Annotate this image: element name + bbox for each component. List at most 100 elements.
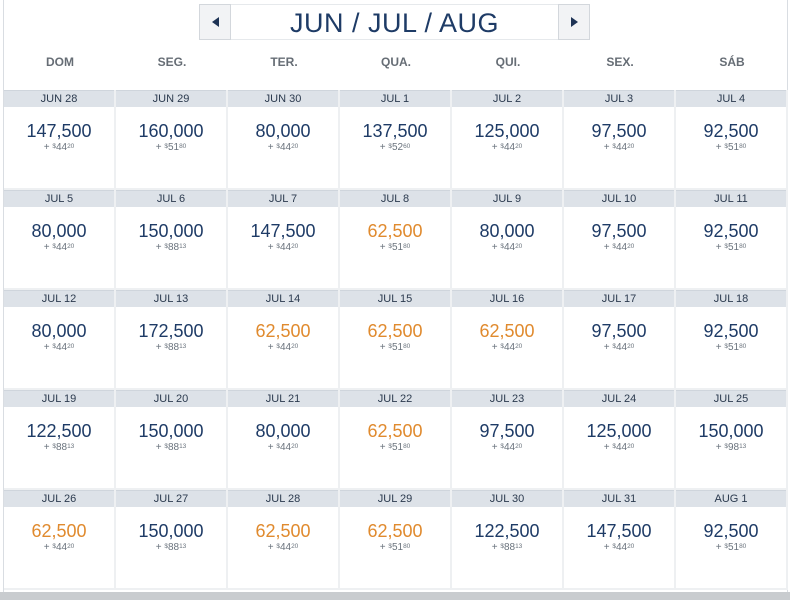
day-date-label: JUL 7	[228, 190, 338, 207]
tax-amount: + $5180	[676, 242, 786, 254]
tax-dollars: 51	[727, 342, 740, 353]
tax-amount: + $5180	[676, 342, 786, 354]
currency-symbol: $	[276, 443, 280, 450]
day-date-label: JUL 27	[116, 490, 226, 507]
plus-sign: +	[43, 142, 50, 153]
miles-price: 62,500	[479, 321, 535, 341]
tax-dollars: 44	[615, 442, 628, 453]
calendar-day-cell[interactable]: JUL 11 92,500 + $5180	[676, 190, 788, 290]
calendar-day-cell[interactable]: JUL 6 150,000 + $8813	[116, 190, 228, 290]
calendar-day-cell[interactable]: JUL 26 62,500 + $4420	[4, 490, 116, 590]
currency-symbol: $	[276, 243, 280, 250]
tax-cents: 20	[627, 243, 635, 250]
day-date-label: JUL 12	[4, 290, 114, 307]
tax-dollars: 44	[503, 242, 516, 253]
calendar-day-cell[interactable]: JUL 15 62,500 + $5180	[340, 290, 452, 390]
calendar-day-cell[interactable]: JUL 27 150,000 + $8813	[116, 490, 228, 590]
tax-amount: + $4420	[228, 342, 338, 354]
tax-dollars: 44	[503, 142, 516, 153]
calendar-day-cell[interactable]: JUN 28 147,500 + $4420	[4, 90, 116, 190]
plus-sign: +	[155, 442, 162, 453]
currency-symbol: $	[164, 243, 168, 250]
tax-cents: 80	[403, 443, 411, 450]
calendar-day-cell[interactable]: JUL 9 80,000 + $4420	[452, 190, 564, 290]
calendar-day-cell[interactable]: JUL 7 147,500 + $4420	[228, 190, 340, 290]
currency-symbol: $	[612, 243, 616, 250]
plus-sign: +	[267, 342, 274, 353]
calendar-week-row: JUL 26 62,500 + $4420 JUL 27 150,000 + $8813 J…	[4, 490, 788, 590]
tax-cents: 80	[739, 543, 747, 550]
tax-amount: + $4420	[564, 542, 674, 554]
tax-cents: 80	[739, 343, 747, 350]
plus-sign: +	[379, 242, 386, 253]
calendar-day-cell[interactable]: JUL 28 62,500 + $4420	[228, 490, 340, 590]
calendar-day-cell[interactable]: JUL 16 62,500 + $4420	[452, 290, 564, 390]
calendar-day-cell[interactable]: JUL 12 80,000 + $4420	[4, 290, 116, 390]
calendar-day-cell[interactable]: JUL 30 122,500 + $8813	[452, 490, 564, 590]
calendar-day-cell[interactable]: JUL 13 172,500 + $8813	[116, 290, 228, 390]
miles-price: 80,000	[255, 121, 311, 141]
calendar-day-cell[interactable]: JUL 17 97,500 + $4420	[564, 290, 676, 390]
tax-cents: 20	[627, 443, 635, 450]
calendar-day-cell[interactable]: JUL 1 137,500 + $5260	[340, 90, 452, 190]
miles-price: 137,500	[362, 121, 428, 141]
calendar-day-cell[interactable]: JUL 21 80,000 + $4420	[228, 390, 340, 490]
next-month-button[interactable]	[558, 4, 590, 40]
miles-price: 92,500	[703, 321, 759, 341]
miles-price: 62,500	[367, 521, 423, 541]
calendar-day-cell[interactable]: JUL 22 62,500 + $5180	[340, 390, 452, 490]
tax-amount: + $4420	[228, 242, 338, 254]
calendar-day-cell[interactable]: JUL 3 97,500 + $4420	[564, 90, 676, 190]
calendar-day-cell[interactable]: JUL 5 80,000 + $4420	[4, 190, 116, 290]
calendar-day-cell[interactable]: JUL 29 62,500 + $5180	[340, 490, 452, 590]
tax-dollars: 51	[727, 242, 740, 253]
calendar-day-cell[interactable]: JUL 23 97,500 + $4420	[452, 390, 564, 490]
previous-month-button[interactable]	[199, 4, 231, 40]
weekday-header-row: DOM SEG. TER. QUA. QUI. SEX. SÁB	[4, 40, 788, 90]
tax-dollars: 51	[391, 442, 404, 453]
plus-sign: +	[43, 442, 50, 453]
miles-price: 150,000	[138, 421, 204, 441]
day-date-label: JUL 18	[676, 290, 786, 307]
tax-dollars: 88	[167, 342, 180, 353]
calendar-day-cell[interactable]: JUL 31 147,500 + $4420	[564, 490, 676, 590]
tax-dollars: 88	[167, 442, 180, 453]
calendar-day-cell[interactable]: JUL 24 125,000 + $4420	[564, 390, 676, 490]
calendar-day-cell[interactable]: JUL 18 92,500 + $5180	[676, 290, 788, 390]
tax-dollars: 44	[503, 342, 516, 353]
tax-dollars: 44	[279, 442, 292, 453]
tax-dollars: 44	[279, 242, 292, 253]
tax-cents: 20	[627, 543, 635, 550]
calendar-day-cell[interactable]: JUL 14 62,500 + $4420	[228, 290, 340, 390]
day-date-label: JUL 23	[452, 390, 562, 407]
day-date-label: JUL 17	[564, 290, 674, 307]
calendar-day-cell[interactable]: JUN 29 160,000 + $5180	[116, 90, 228, 190]
plus-sign: +	[491, 442, 498, 453]
calendar-day-cell[interactable]: JUL 4 92,500 + $5180	[676, 90, 788, 190]
tax-dollars: 98	[727, 442, 740, 453]
day-date-label: JUN 30	[228, 90, 338, 107]
miles-price: 147,500	[586, 521, 652, 541]
tax-dollars: 51	[727, 142, 740, 153]
tax-cents: 20	[67, 543, 75, 550]
currency-symbol: $	[612, 343, 616, 350]
calendar-day-cell[interactable]: JUL 10 97,500 + $4420	[564, 190, 676, 290]
miles-price: 62,500	[367, 221, 423, 241]
tax-amount: + $4420	[228, 142, 338, 154]
tax-cents: 60	[403, 143, 411, 150]
calendar-day-cell[interactable]: JUL 20 150,000 + $8813	[116, 390, 228, 490]
calendar-day-cell[interactable]: JUL 19 122,500 + $8813	[4, 390, 116, 490]
day-date-label: JUL 2	[452, 90, 562, 107]
tax-amount: + $5180	[676, 542, 786, 554]
calendar-day-cell[interactable]: AUG 1 92,500 + $5180	[676, 490, 788, 590]
currency-symbol: $	[388, 243, 392, 250]
calendar-day-cell[interactable]: JUL 25 150,000 + $9813	[676, 390, 788, 490]
currency-symbol: $	[612, 443, 616, 450]
currency-symbol: $	[724, 543, 728, 550]
currency-symbol: $	[52, 243, 56, 250]
miles-price: 172,500	[138, 321, 204, 341]
calendar-day-cell[interactable]: JUN 30 80,000 + $4420	[228, 90, 340, 190]
calendar-day-cell[interactable]: JUL 8 62,500 + $5180	[340, 190, 452, 290]
tax-cents: 13	[179, 243, 187, 250]
calendar-day-cell[interactable]: JUL 2 125,000 + $4420	[452, 90, 564, 190]
